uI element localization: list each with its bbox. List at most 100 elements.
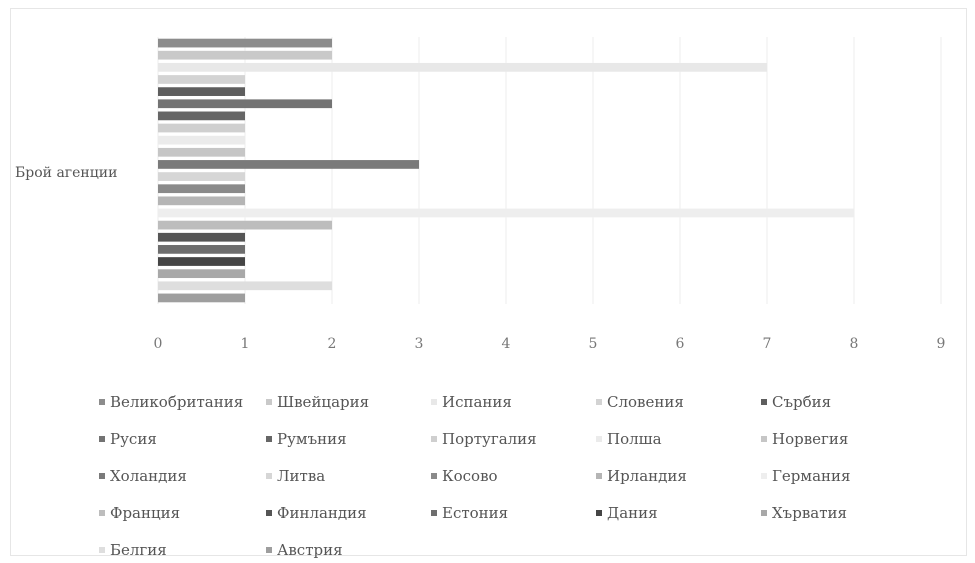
legend-swatch [761, 510, 767, 516]
legend-swatch [596, 436, 602, 442]
legend-label: Холандия [110, 467, 187, 485]
bars [158, 38, 854, 303]
x-tick-label: 8 [850, 336, 859, 352]
legend-swatch [266, 399, 272, 405]
bar-20 [158, 269, 245, 279]
legend-label: Русия [110, 430, 157, 448]
legend-item: Полша [596, 426, 761, 452]
legend-label: Словения [607, 393, 684, 411]
legend-swatch [431, 436, 437, 442]
bar-9 [158, 135, 245, 145]
legend-label: Румъния [277, 430, 347, 448]
x-tick-label: 7 [763, 336, 772, 352]
legend-item: Швейцария [266, 389, 431, 415]
legend-swatch [761, 399, 767, 405]
bar-16 [158, 220, 332, 230]
x-tick-label: 2 [328, 336, 337, 352]
legend-label: Полша [607, 430, 662, 448]
legend-swatch [266, 473, 272, 479]
bar-17 [158, 232, 245, 242]
legend-swatch [431, 399, 437, 405]
x-tick-label: 0 [154, 336, 163, 352]
bar-19 [158, 257, 245, 266]
legend-swatch [266, 510, 272, 516]
category-label: Брой агенции [15, 165, 117, 181]
legend-swatch [761, 473, 767, 479]
bar-21 [158, 281, 332, 291]
legend-label: Испания [442, 393, 512, 411]
legend-item: Русия [99, 426, 266, 452]
legend-swatch [596, 510, 602, 516]
legend-item: Австрия [266, 537, 431, 563]
legend-item: Естония [431, 500, 596, 526]
legend-item: Косово [431, 463, 596, 489]
legend-swatch [761, 436, 767, 442]
legend-item: Норвегия [761, 426, 911, 452]
bar-5 [158, 87, 245, 96]
legend-label: Белгия [110, 541, 167, 559]
gridlines [157, 37, 942, 304]
legend-item: Ирландия [596, 463, 761, 489]
legend-label: Литва [277, 467, 326, 485]
legend-swatch [596, 399, 602, 405]
legend-label: Португалия [442, 430, 537, 448]
legend-item: Великобритания [99, 389, 266, 415]
bar-6 [158, 99, 332, 109]
x-tick-label: 4 [502, 336, 511, 352]
legend-label: Косово [442, 467, 498, 485]
legend-label: Германия [772, 467, 851, 485]
legend-item: Литва [266, 463, 431, 489]
legend-item: Румъния [266, 426, 431, 452]
legend-label: Франция [110, 504, 181, 522]
legend-swatch [431, 473, 437, 479]
legend-item: Белгия [99, 537, 266, 563]
legend-label: Норвегия [772, 430, 849, 448]
legend-label: Дания [607, 504, 658, 522]
legend-swatch [266, 547, 272, 553]
bar-1 [158, 38, 332, 48]
legend-label: Хърватия [772, 504, 847, 522]
legend-swatch [99, 473, 105, 479]
bar-8 [158, 123, 245, 133]
bar-chart: 0 1 2 3 4 5 6 7 8 9 Брой агенции [15, 37, 946, 352]
legend-item: Холандия [99, 463, 266, 489]
x-tick-label: 1 [241, 336, 250, 352]
bar-15 [158, 208, 854, 218]
bar-3 [158, 62, 767, 72]
legend-item: Дания [596, 500, 761, 526]
legend-item: Германия [761, 463, 911, 489]
legend-swatch [266, 436, 272, 442]
legend-item: Испания [431, 389, 596, 415]
legend-item: Финландия [266, 500, 431, 526]
legend-item: Словения [596, 389, 761, 415]
legend: Великобритания Швейцария Испания Словения Съ… [99, 389, 919, 563]
legend-item: Франция [99, 500, 266, 526]
bar-2 [158, 50, 332, 60]
bar-7 [158, 111, 245, 121]
legend-label: Сърбия [772, 393, 832, 411]
legend-label: Естония [442, 504, 509, 522]
legend-swatch [596, 473, 602, 479]
legend-item: Португалия [431, 426, 596, 452]
legend-swatch [99, 436, 105, 442]
legend-label: Великобритания [110, 393, 244, 411]
legend-label: Австрия [277, 541, 343, 559]
bar-4 [158, 75, 245, 84]
x-tick-label: 3 [415, 336, 424, 352]
bar-10 [158, 147, 245, 157]
bar-14 [158, 196, 245, 206]
legend-swatch [99, 547, 105, 553]
bar-18 [158, 245, 245, 254]
legend-label: Швейцария [277, 393, 370, 411]
legend-swatch [99, 510, 105, 516]
x-tick-label: 9 [937, 336, 946, 352]
bar-12 [158, 172, 245, 181]
bar-11 [158, 160, 419, 169]
legend-label: Ирландия [607, 467, 687, 485]
legend-item: Сърбия [761, 389, 911, 415]
x-tick-label: 6 [676, 336, 685, 352]
x-tick-label: 5 [589, 336, 598, 352]
legend-swatch [99, 399, 105, 405]
legend-label: Финландия [277, 504, 367, 522]
bar-13 [158, 184, 245, 194]
